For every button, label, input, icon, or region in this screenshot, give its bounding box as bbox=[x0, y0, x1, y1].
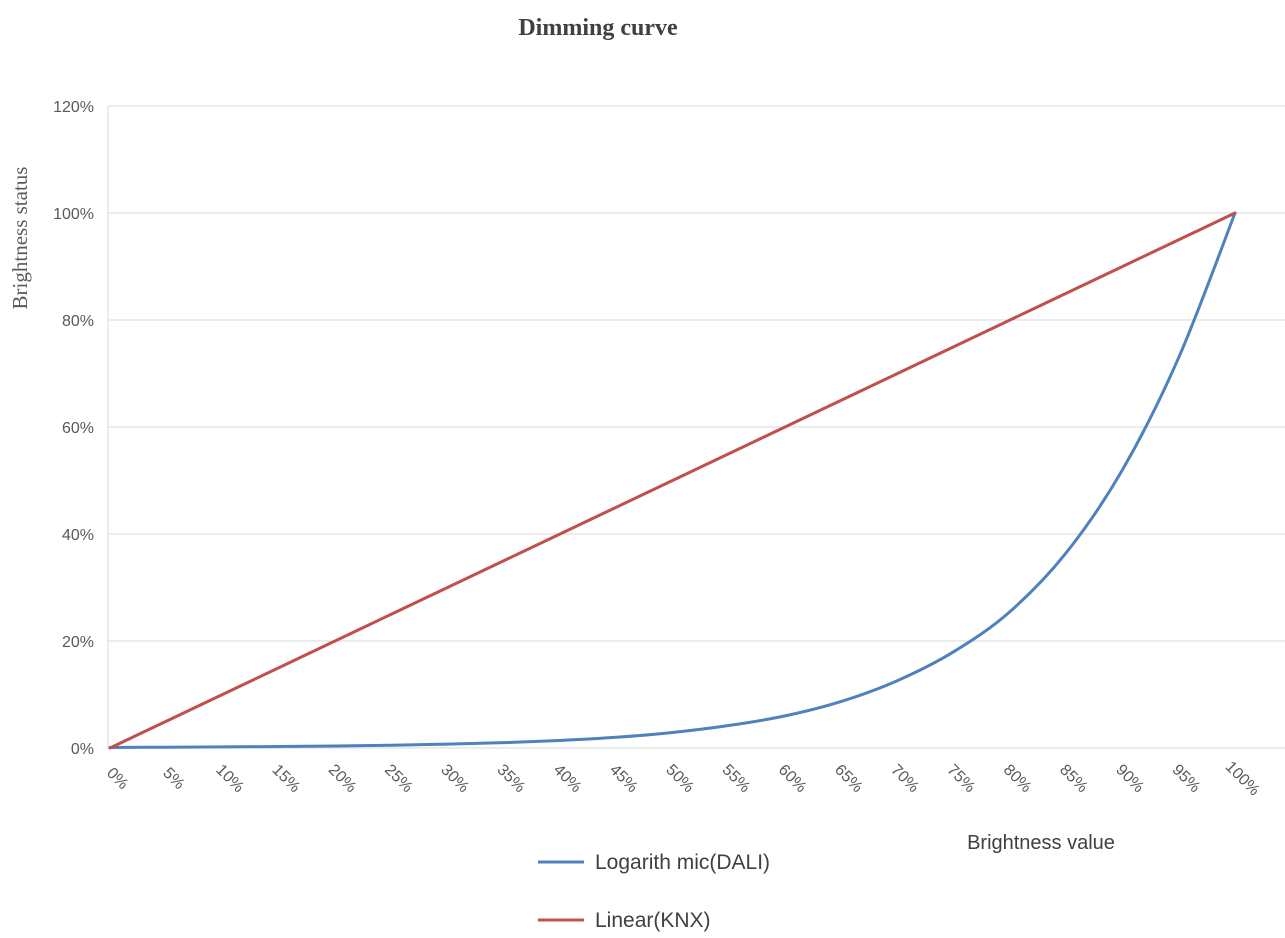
x-tick-label: 55% bbox=[719, 761, 754, 796]
y-tick-label: 60% bbox=[62, 420, 94, 437]
x-tick-label: 40% bbox=[550, 761, 585, 796]
x-tick-label: 60% bbox=[775, 761, 810, 796]
x-tick-label: 20% bbox=[325, 761, 360, 796]
x-tick-label: 50% bbox=[662, 761, 697, 796]
series-line-0 bbox=[108, 211, 1237, 749]
series-line-1 bbox=[108, 211, 1237, 750]
x-axis-ticks: 0% 5% 10% 15% 20% 25% 30% 35% 40% 45% 50% 55% 60% 65%… bbox=[103, 758, 1263, 799]
legend-label: Linear(KNX) bbox=[595, 909, 711, 932]
gridlines bbox=[107, 105, 1285, 749]
y-tick-label: 0% bbox=[71, 741, 94, 758]
x-tick-label: 5% bbox=[159, 765, 187, 793]
x-tick-label: 45% bbox=[606, 761, 641, 796]
series-lines bbox=[108, 211, 1237, 750]
x-tick-label: 75% bbox=[944, 761, 979, 796]
chart-title: Dimming curve bbox=[518, 15, 678, 41]
y-tick-label: 40% bbox=[62, 527, 94, 544]
legend: Logarith mic(DALI) Linear(KNX) bbox=[538, 851, 770, 932]
y-tick-label: 100% bbox=[53, 206, 94, 223]
x-tick-label: 65% bbox=[831, 761, 866, 796]
x-tick-label: 95% bbox=[1169, 761, 1204, 796]
x-tick-label: 70% bbox=[887, 761, 922, 796]
y-tick-label: 120% bbox=[53, 99, 94, 116]
y-tick-label: 80% bbox=[62, 313, 94, 330]
y-axis-title: Brightness status bbox=[8, 167, 32, 310]
x-tick-label: 100% bbox=[1222, 758, 1263, 799]
x-tick-label: 25% bbox=[381, 761, 416, 796]
x-tick-label: 35% bbox=[494, 761, 529, 796]
x-tick-label: 30% bbox=[437, 761, 472, 796]
legend-label: Logarith mic(DALI) bbox=[595, 851, 770, 874]
x-tick-label: 80% bbox=[1000, 761, 1035, 796]
x-tick-label: 90% bbox=[1112, 761, 1147, 796]
x-tick-label: 15% bbox=[269, 761, 304, 796]
x-tick-label: 10% bbox=[212, 761, 247, 796]
y-axis-ticks: 0% 20% 40% 60% 80% 100% 120% bbox=[53, 99, 94, 758]
y-tick-label: 20% bbox=[62, 634, 94, 651]
x-axis-title: Brightness value bbox=[967, 832, 1115, 854]
x-tick-label: 0% bbox=[103, 765, 131, 793]
x-tick-label: 85% bbox=[1056, 761, 1091, 796]
